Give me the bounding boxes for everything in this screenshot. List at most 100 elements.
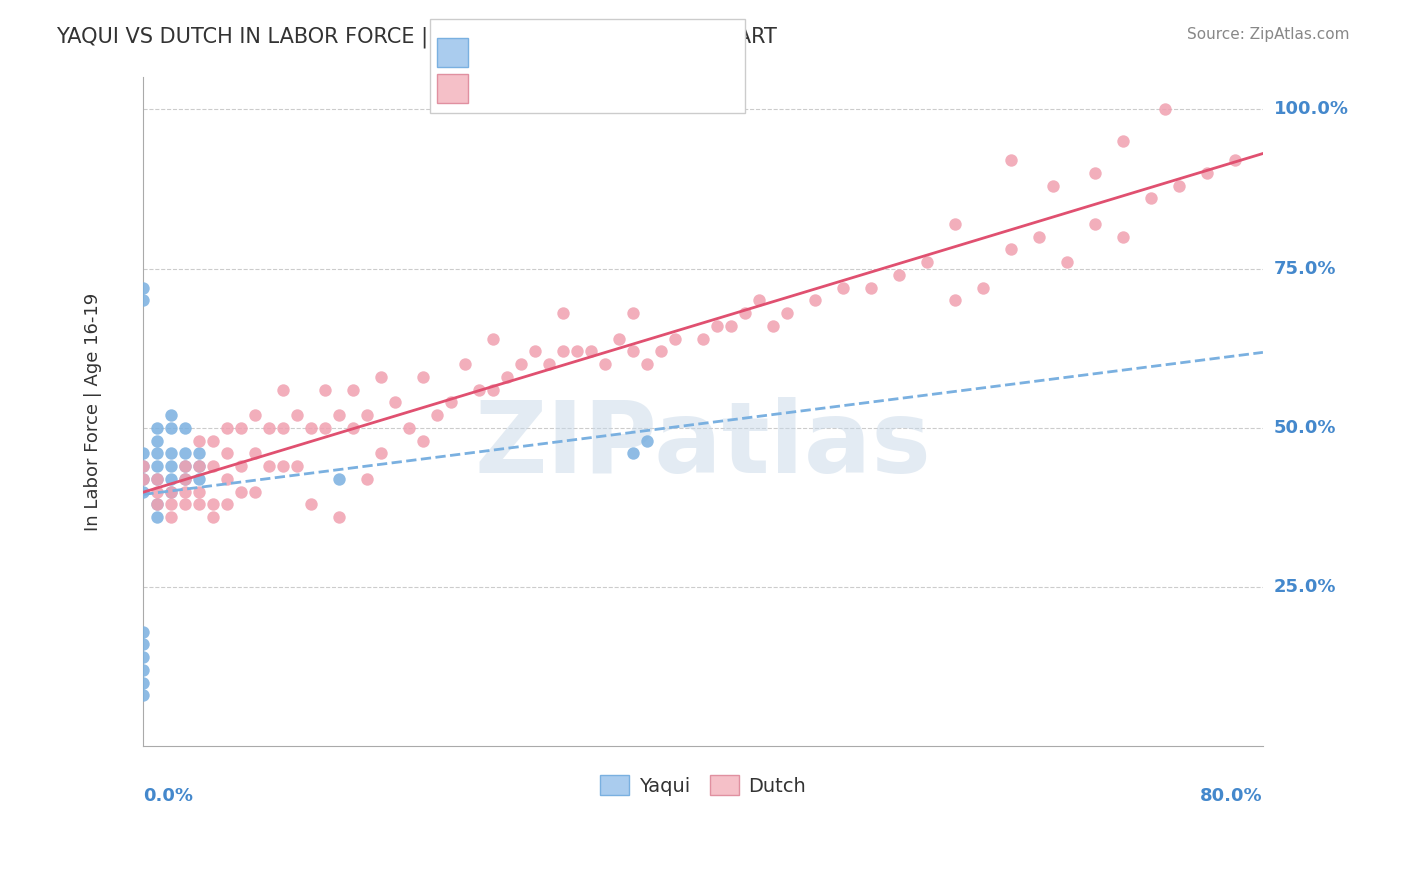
Point <box>553 344 575 359</box>
Point <box>132 650 155 665</box>
Point <box>1195 166 1218 180</box>
Point <box>259 459 281 474</box>
Point <box>468 383 491 397</box>
Point <box>146 497 169 511</box>
Point <box>160 484 183 499</box>
Text: R = 0.023   N =  35: R = 0.023 N = 35 <box>475 44 651 62</box>
Point <box>1112 229 1135 244</box>
Point <box>132 446 155 460</box>
Point <box>146 434 169 448</box>
Point <box>621 306 644 320</box>
Text: ZIPatlas: ZIPatlas <box>475 397 932 494</box>
Point <box>860 281 883 295</box>
Point <box>328 510 350 524</box>
Text: In Labor Force | Age 16-19: In Labor Force | Age 16-19 <box>84 293 103 531</box>
Point <box>384 395 406 409</box>
Point <box>370 446 392 460</box>
Point <box>1000 153 1022 168</box>
Point <box>146 421 169 435</box>
Point <box>593 357 616 371</box>
Point <box>188 497 211 511</box>
Point <box>706 318 728 333</box>
Point <box>538 357 561 371</box>
Point <box>579 344 602 359</box>
Point <box>245 484 267 499</box>
Point <box>370 370 392 384</box>
Point <box>132 472 155 486</box>
Point <box>692 332 714 346</box>
Point <box>271 459 294 474</box>
Point <box>231 421 253 435</box>
Point <box>202 459 225 474</box>
Point <box>132 624 155 639</box>
Text: Source: ZipAtlas.com: Source: ZipAtlas.com <box>1187 27 1350 42</box>
Point <box>636 357 658 371</box>
Point <box>342 421 364 435</box>
Point <box>132 663 155 677</box>
Point <box>202 510 225 524</box>
Point <box>762 318 785 333</box>
Point <box>160 421 183 435</box>
Point <box>132 472 155 486</box>
Point <box>1084 217 1107 231</box>
Text: YAQUI VS DUTCH IN LABOR FORCE | AGE 16-19 CORRELATION CHART: YAQUI VS DUTCH IN LABOR FORCE | AGE 16-1… <box>56 27 778 48</box>
Point <box>160 446 183 460</box>
Point <box>299 421 322 435</box>
Point <box>1112 134 1135 148</box>
Point <box>132 281 155 295</box>
Point <box>132 459 155 474</box>
Point <box>132 293 155 308</box>
Point <box>160 510 183 524</box>
Point <box>160 484 183 499</box>
Point <box>943 293 966 308</box>
Point <box>1056 255 1078 269</box>
Point <box>650 344 672 359</box>
Point <box>132 689 155 703</box>
Point <box>146 459 169 474</box>
Text: 50.0%: 50.0% <box>1274 419 1337 437</box>
Point <box>342 383 364 397</box>
Point <box>314 383 336 397</box>
Point <box>804 293 827 308</box>
Point <box>607 332 630 346</box>
Point <box>132 484 155 499</box>
Point <box>621 446 644 460</box>
Point <box>832 281 855 295</box>
Point <box>160 497 183 511</box>
Point <box>412 370 434 384</box>
Point <box>496 370 519 384</box>
Point <box>217 497 239 511</box>
Point <box>188 434 211 448</box>
Point <box>174 459 197 474</box>
Point <box>217 421 239 435</box>
Point <box>1084 166 1107 180</box>
Point <box>188 459 211 474</box>
Point <box>146 472 169 486</box>
Point <box>174 421 197 435</box>
Point <box>1028 229 1050 244</box>
Point <box>943 217 966 231</box>
Point <box>188 459 211 474</box>
Point <box>188 484 211 499</box>
Text: 80.0%: 80.0% <box>1201 787 1263 805</box>
Point <box>217 472 239 486</box>
Point <box>202 434 225 448</box>
Point <box>972 281 994 295</box>
Point <box>398 421 420 435</box>
Point <box>1000 243 1022 257</box>
Point <box>887 268 910 282</box>
Point <box>174 497 197 511</box>
Point <box>621 344 644 359</box>
Point <box>328 472 350 486</box>
Point <box>217 446 239 460</box>
Point <box>231 484 253 499</box>
Point <box>1140 192 1163 206</box>
Point <box>720 318 742 333</box>
Point <box>1042 178 1064 193</box>
Point <box>132 459 155 474</box>
Point <box>271 421 294 435</box>
Point <box>482 383 505 397</box>
Point <box>174 446 197 460</box>
Point <box>314 421 336 435</box>
Point <box>188 472 211 486</box>
